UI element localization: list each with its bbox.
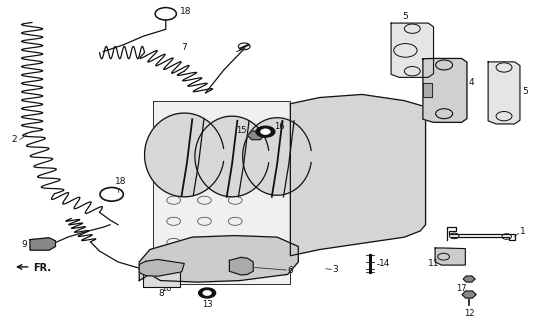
- Circle shape: [256, 126, 275, 137]
- Polygon shape: [152, 101, 290, 284]
- Text: FR.: FR.: [33, 262, 51, 273]
- Text: 13: 13: [202, 300, 213, 309]
- Circle shape: [203, 291, 212, 295]
- Polygon shape: [229, 257, 253, 275]
- Text: 3: 3: [333, 265, 338, 274]
- Text: 18: 18: [115, 177, 127, 186]
- Polygon shape: [463, 276, 475, 282]
- Bar: [143, 271, 180, 287]
- Text: 2: 2: [12, 135, 17, 144]
- Circle shape: [199, 288, 216, 298]
- Text: 18: 18: [180, 7, 191, 16]
- Polygon shape: [139, 236, 298, 282]
- Polygon shape: [423, 59, 467, 122]
- Text: 6: 6: [288, 266, 294, 275]
- Text: 15: 15: [236, 126, 246, 135]
- Polygon shape: [243, 118, 311, 195]
- Polygon shape: [195, 116, 269, 197]
- Text: 11: 11: [428, 259, 439, 268]
- Text: 4: 4: [469, 77, 475, 86]
- Polygon shape: [488, 62, 520, 124]
- Polygon shape: [423, 83, 432, 97]
- Polygon shape: [139, 260, 184, 276]
- Polygon shape: [462, 291, 476, 298]
- Text: 7: 7: [182, 43, 188, 52]
- Circle shape: [261, 129, 270, 134]
- Polygon shape: [144, 113, 223, 197]
- Text: 5: 5: [522, 87, 528, 96]
- Text: 16: 16: [274, 122, 285, 131]
- Text: 5: 5: [402, 12, 408, 21]
- Text: 10: 10: [161, 284, 172, 293]
- Polygon shape: [435, 248, 465, 265]
- Polygon shape: [290, 94, 425, 256]
- Text: 8: 8: [159, 289, 164, 298]
- Polygon shape: [30, 238, 55, 250]
- Polygon shape: [391, 23, 433, 77]
- Text: 14: 14: [379, 259, 390, 268]
- Text: 12: 12: [464, 309, 474, 318]
- Polygon shape: [247, 131, 264, 140]
- Text: 1: 1: [520, 227, 526, 236]
- Text: 9: 9: [21, 240, 27, 249]
- Text: 17: 17: [456, 284, 467, 293]
